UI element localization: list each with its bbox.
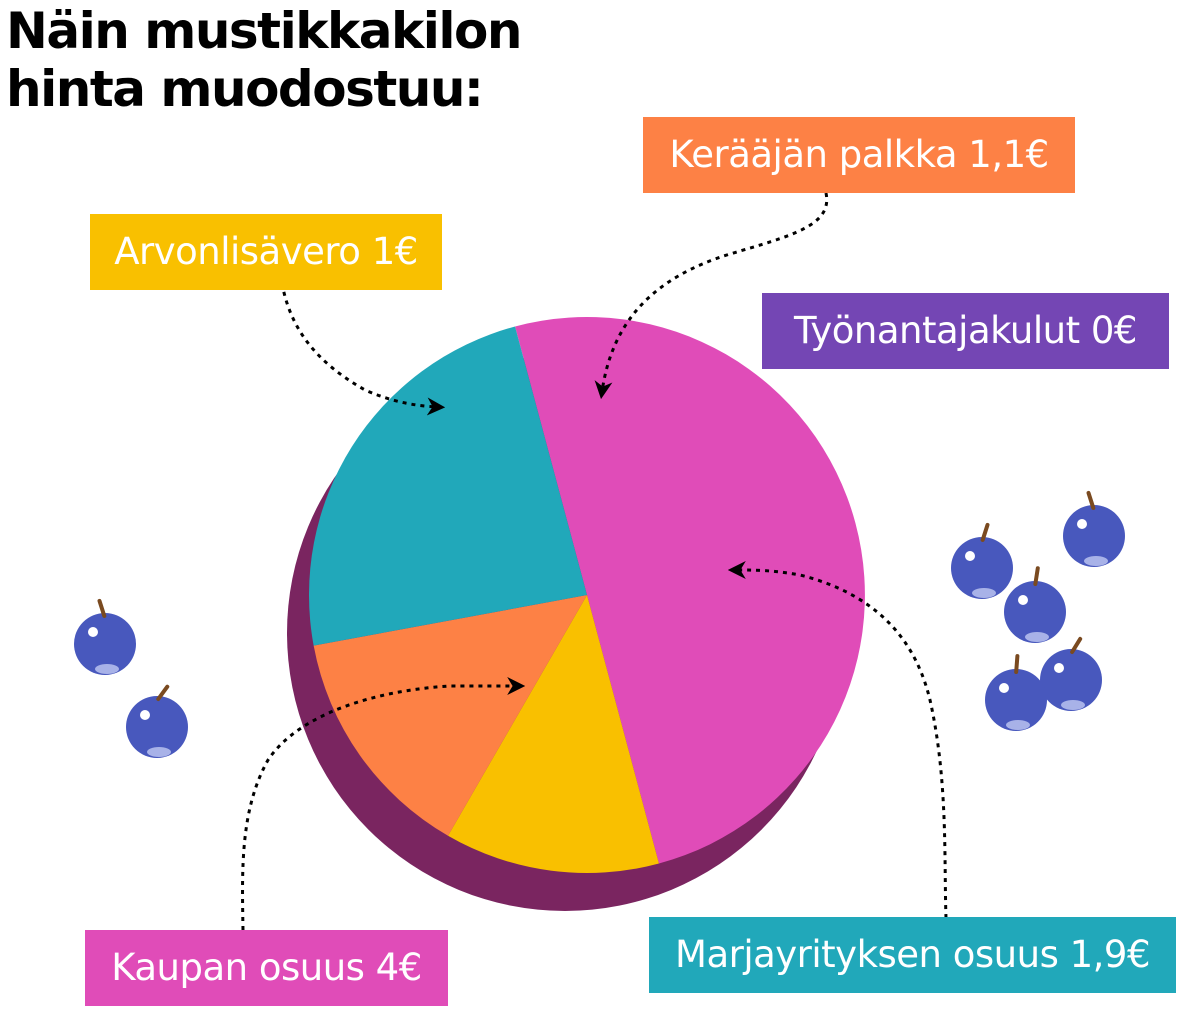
blueberry-icon xyxy=(74,598,136,675)
blueberries xyxy=(74,490,1125,758)
arrow-marjayrityksen-osuus xyxy=(727,561,948,919)
pie-slice-1 xyxy=(448,595,659,873)
pie-slice-3 xyxy=(309,326,587,646)
pie-slice-0 xyxy=(515,317,865,864)
chart-title: Näin mustikkakilon hinta muodostuu: xyxy=(6,2,522,118)
title-line-1: Näin mustikkakilon xyxy=(6,2,522,60)
arrow-keraajan-palkka xyxy=(594,192,829,400)
blueberry-icon xyxy=(951,522,1013,599)
blueberry-icon xyxy=(126,684,188,758)
pie-group xyxy=(287,317,865,911)
blueberry-icon xyxy=(985,654,1047,731)
blueberry-icon xyxy=(1004,566,1066,643)
callout-arrows xyxy=(241,192,948,931)
blueberry-icon xyxy=(1063,490,1125,567)
label-kaupan-osuus: Kaupan osuus 4€ xyxy=(85,930,448,1006)
blueberry-icon xyxy=(1040,636,1102,711)
label-arvonlisavero: Arvonlisävero 1€ xyxy=(90,214,442,290)
arrow-arvonlisavero xyxy=(280,282,446,416)
title-line-2: hinta muodostuu: xyxy=(6,60,484,118)
label-keraajan-palkka: Kerääjän palkka 1,1€ xyxy=(643,117,1075,193)
pie-slice-2 xyxy=(313,595,587,836)
arrow-kaupan-osuus xyxy=(241,677,526,931)
label-tyonantajakulut: Työnantajakulut 0€ xyxy=(762,293,1169,369)
label-marjayrityksen-osuus: Marjayrityksen osuus 1,9€ xyxy=(649,917,1176,993)
